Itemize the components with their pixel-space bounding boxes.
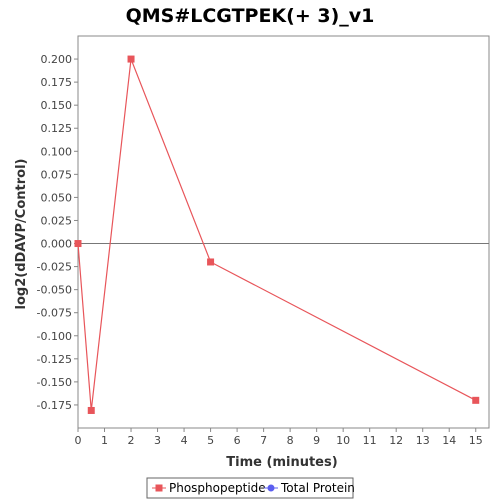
x-tick-label: 7 <box>260 434 267 447</box>
x-tick-label: 1 <box>101 434 108 447</box>
legend-item-label: Total Protein <box>280 481 355 495</box>
plot-frame <box>77 35 490 429</box>
x-tick-label: 4 <box>181 434 188 447</box>
x-tick-label: 12 <box>389 434 403 447</box>
data-point <box>472 396 480 404</box>
x-tick-label: 2 <box>128 434 135 447</box>
x-tick-label: 8 <box>287 434 294 447</box>
data-point <box>207 258 215 266</box>
y-tick-label: -0.075 <box>37 307 72 320</box>
x-tick-label: 14 <box>442 434 456 447</box>
x-tick-label: 15 <box>469 434 483 447</box>
x-tick-label: 3 <box>154 434 161 447</box>
x-tick-label: 9 <box>313 434 320 447</box>
legend: Phosphopeptide Total Protein <box>146 477 355 499</box>
y-tick-label: -0.175 <box>37 399 72 412</box>
data-point <box>127 55 135 63</box>
x-tick-label: 10 <box>336 434 350 447</box>
y-axis-label: log2(dDAVP/Control) <box>14 159 29 310</box>
legend-item-label: Phosphopeptide <box>169 481 266 495</box>
x-tick-label: 13 <box>416 434 430 447</box>
legend-marker <box>155 484 163 492</box>
x-tick-label: 6 <box>234 434 241 447</box>
y-tick-label: -0.150 <box>37 376 72 389</box>
chart-title: QMS#LCGTPEK(+ 3)_v1 <box>126 5 375 27</box>
y-tick-label: 0.150 <box>41 99 73 112</box>
y-tick-label: -0.025 <box>37 261 72 274</box>
x-tick-label: 5 <box>207 434 214 447</box>
y-tick-label: 0.125 <box>41 122 73 135</box>
y-tick-label: 0.050 <box>41 191 73 204</box>
x-tick-label: 11 <box>363 434 377 447</box>
y-tick-label: 0.075 <box>41 168 73 181</box>
x-axis-label: Time (minutes) <box>226 455 337 470</box>
y-tick-label: -0.100 <box>37 330 72 343</box>
y-tick-label: 0.200 <box>41 53 73 66</box>
data-point <box>87 406 95 414</box>
y-tick-label: -0.050 <box>37 284 72 297</box>
legend-box <box>146 477 354 499</box>
x-tick-label: 0 <box>75 434 82 447</box>
y-tick-label: 0.175 <box>41 76 73 89</box>
y-tick-label: 0.025 <box>41 214 73 227</box>
y-tick-label: 0.000 <box>41 238 73 251</box>
legend-marker <box>267 484 275 492</box>
data-point <box>74 240 82 248</box>
plot-area: 0.200 0.175 0.150 0.125 0.100 0.075 0.050 0.025… <box>37 35 490 447</box>
y-tick-label: -0.125 <box>37 353 72 366</box>
y-tick-label: 0.100 <box>41 145 73 158</box>
